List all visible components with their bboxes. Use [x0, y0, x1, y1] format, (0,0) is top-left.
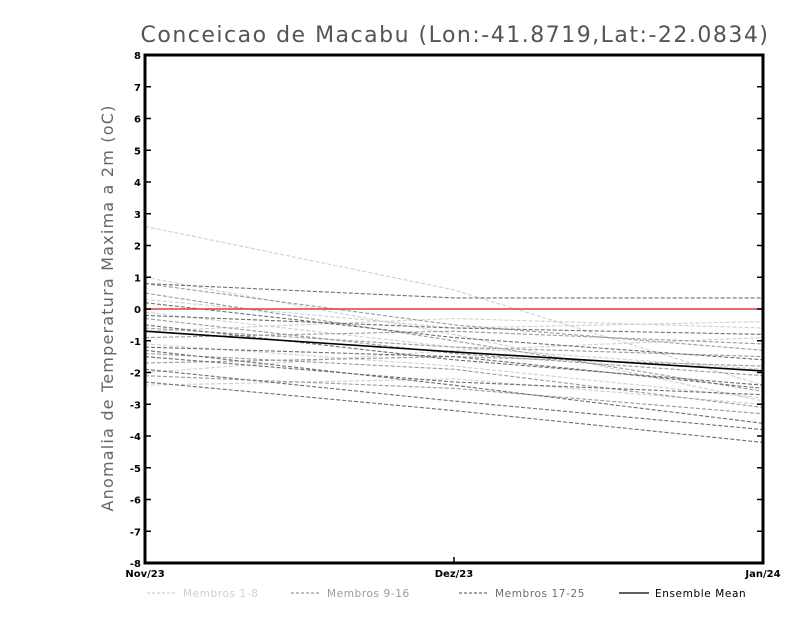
member-line-5 — [144, 317, 764, 332]
member-line-17 — [144, 283, 763, 299]
y-tick-label: 1 — [134, 273, 141, 284]
y-tick-label: 7 — [134, 83, 141, 94]
y-tick-label: 8 — [134, 51, 141, 62]
ensemble-mean-line — [144, 330, 764, 372]
member-line-19 — [144, 314, 764, 335]
y-tick-label: -1 — [130, 337, 141, 348]
legend-label: Ensemble Mean — [655, 588, 746, 600]
y-tick-label: 2 — [134, 242, 141, 253]
member-line-23 — [144, 368, 764, 431]
y-tick-label: 6 — [134, 115, 141, 126]
member-line-6 — [144, 343, 764, 399]
x-tick-label: Nov/23 — [125, 569, 164, 580]
member-line-8 — [144, 378, 764, 405]
y-tick-label: 4 — [134, 178, 141, 189]
x-axis-ticks: Nov/23 Dez/23 Jan/24 — [125, 557, 781, 580]
y-tick-label: -4 — [130, 432, 141, 443]
y-tick-label: -3 — [130, 400, 141, 411]
member-line-4 — [144, 311, 764, 370]
member-line-2 — [144, 276, 764, 402]
member-line-1 — [144, 225, 764, 386]
member-line-24 — [144, 381, 764, 443]
member-line-3 — [144, 298, 764, 329]
chart-title: Conceicao de Macabu (Lon:-41.8719,Lat:-2… — [141, 23, 770, 48]
y-tick-label: -7 — [130, 527, 141, 538]
x-tick-label: Jan/24 — [744, 569, 780, 580]
y-tick-label: -6 — [130, 496, 141, 507]
y-tick-label: 3 — [134, 210, 141, 221]
legend-label: Membros 1-8 — [183, 588, 258, 600]
y-tick-label: 5 — [134, 146, 141, 157]
member-line-13 — [144, 330, 764, 345]
member-line-12 — [144, 327, 764, 358]
legend-label: Membros 9-16 — [327, 588, 410, 600]
y-axis-ticks: 8 7 6 5 4 3 2 1 0 -1 -2 -3 -4 -5 -6 -7 -8 — [130, 51, 763, 570]
member-line-18 — [144, 302, 764, 361]
member-line-22 — [144, 356, 764, 396]
y-tick-label: -2 — [130, 369, 141, 380]
y-axis-label: Anomalia de Temperatura Maxima a 2m (oC) — [98, 104, 117, 511]
member-line-21 — [144, 346, 764, 389]
y-tick-label: 0 — [134, 305, 141, 316]
y-tick-label: -8 — [130, 559, 141, 570]
member-line-20 — [144, 324, 764, 386]
series-layer — [144, 225, 764, 443]
y-tick-label: -5 — [130, 464, 141, 475]
x-tick-label: Dez/23 — [435, 569, 474, 580]
member-line-9 — [144, 283, 764, 351]
member-line-25 — [144, 349, 764, 424]
legend: Membros 1-8 Membros 9-16 Membros 17-25 Ense… — [147, 588, 746, 600]
member-line-14 — [144, 352, 764, 408]
legend-label: Membros 17-25 — [495, 588, 585, 600]
member-line-11 — [144, 317, 764, 377]
